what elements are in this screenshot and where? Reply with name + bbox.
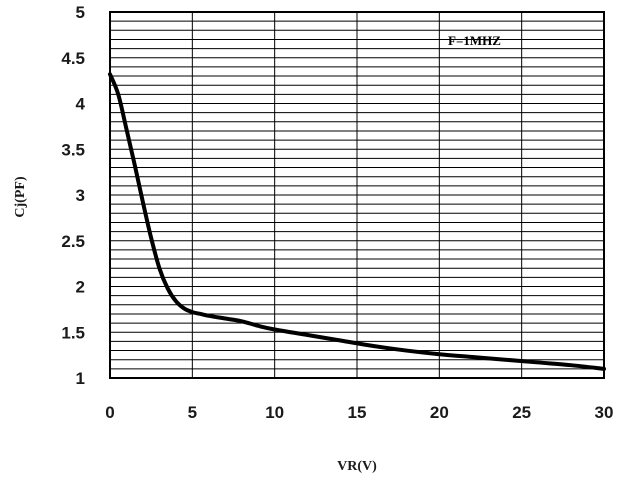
y-tick-label: 3.5	[61, 140, 85, 159]
frequency-annotation: F=1MHZ	[448, 33, 501, 48]
capacitance-curve	[108, 72, 606, 371]
x-tick-label: 15	[348, 403, 367, 422]
y-tick-label: 2	[76, 278, 85, 297]
x-tick-label: 20	[430, 403, 449, 422]
y-tick-label: 1	[76, 369, 85, 388]
x-axis-title: VR(V)	[337, 459, 377, 474]
x-tick-label: 0	[105, 403, 114, 422]
y-tick-label: 1.5	[61, 323, 85, 342]
y-axis-title: Cj(PF)	[13, 176, 28, 218]
grid	[110, 12, 604, 378]
x-tick-label: 25	[512, 403, 531, 422]
y-tick-label: 5	[76, 3, 85, 22]
y-tick-label: 4.5	[61, 49, 85, 68]
y-tick-label: 4	[76, 95, 86, 114]
plot-frame	[109, 11, 605, 379]
y-tick-label: 2.5	[61, 232, 85, 251]
y-tick-label: 3	[76, 186, 85, 205]
x-tick-label: 30	[595, 403, 614, 422]
x-tick-label: 10	[265, 403, 284, 422]
y-tick-labels: 1 1.5 2 2.5 3 3.5 4 4.5 5	[61, 3, 85, 388]
x-tick-labels: 0 5 10 15 20 25 30	[105, 403, 613, 422]
x-tick-label: 5	[188, 403, 197, 422]
